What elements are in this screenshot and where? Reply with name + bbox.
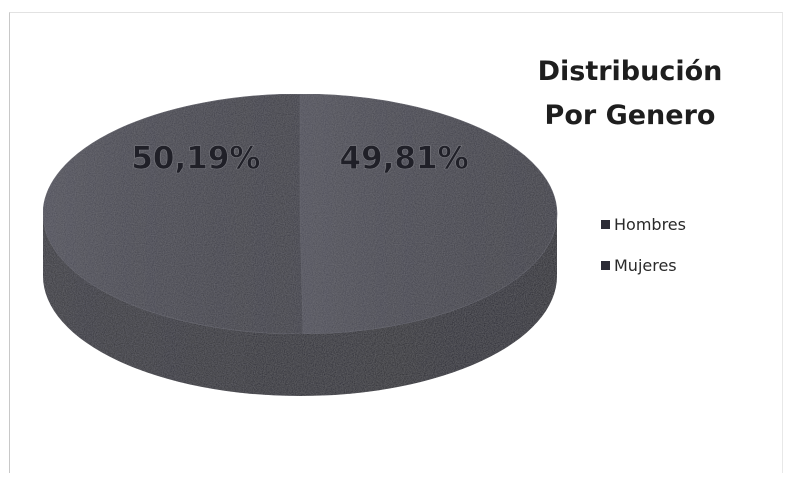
pie-slice-hombres xyxy=(299,93,558,335)
chart-title-line-2: Por Genero xyxy=(544,100,716,131)
legend-swatch-hombres xyxy=(601,219,610,229)
data-label-hombres: 49,81% xyxy=(340,141,469,177)
pie-data-labels: 49,81% 50,19% xyxy=(131,140,469,177)
legend-item-hombres: Hombres xyxy=(601,214,686,234)
pie-slice-mujeres xyxy=(42,93,304,335)
legend-label-hombres: Hombres xyxy=(614,214,686,234)
chart-title: Distribución Por Genero xyxy=(505,50,755,138)
legend-label-mujeres: Mujeres xyxy=(614,255,677,275)
legend-swatch-mujeres xyxy=(601,260,610,270)
pie-side-surface xyxy=(43,214,557,396)
pie-side-wall xyxy=(43,214,557,396)
pie-top-face xyxy=(42,93,558,335)
chart-title-line-1: Distribución xyxy=(537,56,723,87)
legend-item-mujeres: Mujeres xyxy=(601,255,686,275)
legend: Hombres Mujeres xyxy=(601,214,686,296)
data-label-mujeres: 50,19% xyxy=(131,141,260,177)
